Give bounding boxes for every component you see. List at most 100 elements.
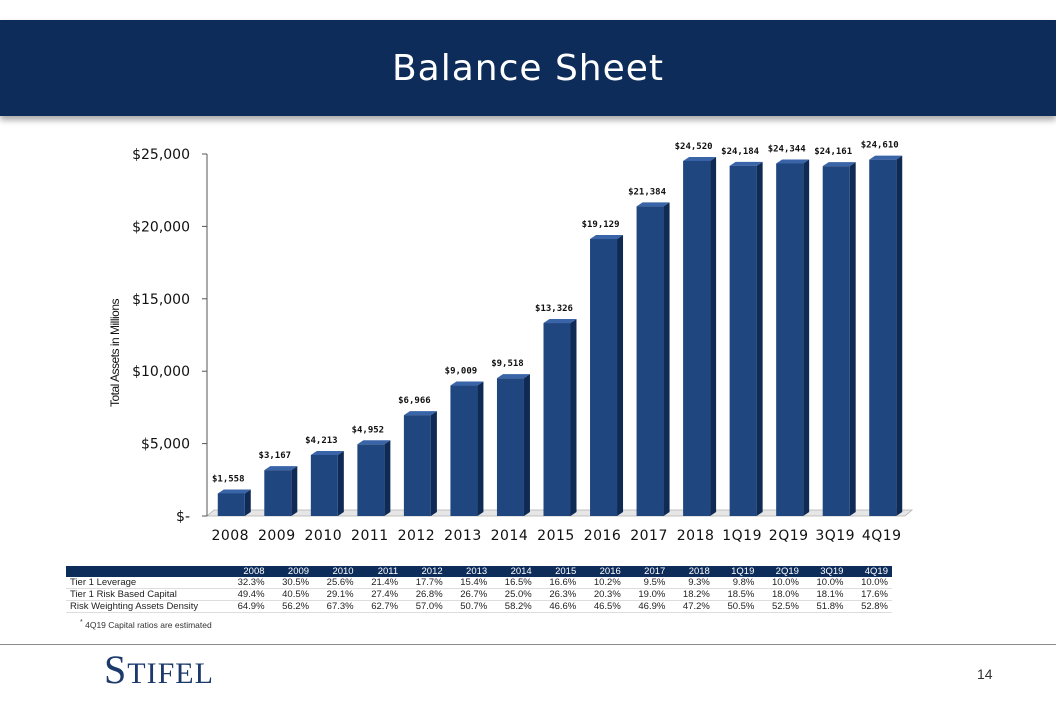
table-cell: 26.8% — [402, 588, 447, 601]
table-cell: 9.3% — [669, 577, 714, 589]
footnote: * 4Q19 Capital ratios are estimated — [80, 619, 212, 630]
table-cell: 18.0% — [758, 588, 803, 601]
table-header-cell: 4Q19 — [847, 566, 892, 577]
bar — [264, 470, 292, 516]
bar-top — [729, 161, 763, 166]
bar-top — [776, 159, 810, 164]
table-header-cell: 2014 — [491, 566, 536, 577]
bar-side — [291, 466, 298, 516]
bar-side — [896, 155, 903, 516]
data-label: $1,558 — [212, 474, 245, 484]
bar-top — [357, 440, 391, 445]
x-tick-label: 2017 — [630, 528, 668, 544]
y-tick-label: $10,000 — [132, 364, 190, 380]
table-cell: 26.3% — [535, 588, 581, 601]
table-row: Tier 1 Risk Based Capital 49.4% 40.5% 29.1%… — [66, 588, 892, 601]
table-cell: 18.2% — [669, 588, 714, 601]
data-label: $19,129 — [582, 220, 620, 230]
bar — [403, 415, 431, 516]
table-cell: 16.5% — [491, 577, 536, 589]
bar-top — [310, 450, 344, 455]
table-header-cell: 2018 — [669, 566, 714, 577]
table-cell: 46.6% — [535, 600, 581, 613]
table-cell: 50.5% — [713, 600, 759, 613]
bar-side — [570, 319, 577, 516]
table-cell: 46.9% — [624, 600, 670, 613]
table-cell: 50.7% — [446, 600, 492, 613]
table-cell: 52.8% — [847, 600, 892, 613]
data-label: $9,518 — [491, 359, 524, 369]
data-label: $9,009 — [445, 367, 478, 377]
bar-side — [244, 489, 251, 516]
stifel-logo: STIFEL — [104, 647, 214, 692]
x-tick-label: 2018 — [677, 528, 715, 544]
y-tick-label: $- — [176, 509, 190, 525]
table-cell: 57.0% — [402, 600, 447, 613]
table-header-cell: 3Q19 — [802, 566, 848, 577]
bar-top — [822, 162, 856, 167]
table-header-blank — [66, 566, 224, 577]
table-cell: 17.7% — [402, 577, 447, 589]
bar-side — [337, 450, 344, 516]
table-cell: 46.5% — [580, 600, 625, 613]
table-header-cell: 2015 — [535, 566, 581, 577]
data-label: $6,966 — [398, 396, 431, 406]
capital-ratios-table: 2008 2009 2010 2011 2012 2013 2014 2015 2016 2017… — [66, 566, 892, 613]
bar-side — [430, 411, 437, 516]
table-cell: 18.1% — [802, 588, 848, 601]
x-tick-label: 2016 — [584, 528, 622, 544]
table-cell: 19.0% — [624, 588, 670, 601]
table-row: Risk Weighting Assets Density 64.9% 56.2% 6… — [66, 600, 892, 613]
data-label: $21,384 — [628, 187, 667, 197]
y-tick-label: $25,000 — [132, 147, 190, 163]
table-header-cell: 1Q19 — [713, 566, 759, 577]
table-cell: 26.7% — [446, 588, 492, 601]
bar — [776, 163, 804, 516]
row-label: Tier 1 Leverage — [66, 577, 224, 589]
footnote-marker: * — [80, 619, 83, 626]
data-label: $24,161 — [814, 147, 852, 157]
y-tick-label: $20,000 — [132, 219, 190, 235]
row-label: Tier 1 Risk Based Capital — [66, 588, 224, 601]
page-number: 14 — [977, 666, 993, 682]
table-header-cell: 2012 — [402, 566, 447, 577]
table-cell: 21.4% — [357, 577, 403, 589]
bar — [590, 239, 618, 516]
bar — [357, 444, 385, 516]
title-banner: Balance Sheet — [0, 20, 1056, 116]
x-tick-label: 2012 — [398, 528, 436, 544]
table-cell: 51.8% — [802, 600, 848, 613]
table-cell: 9.8% — [713, 577, 759, 589]
x-tick-label: 2Q19 — [769, 528, 809, 544]
bar-top — [590, 235, 624, 240]
bar-side — [384, 440, 391, 516]
table-header-cell: 2009 — [268, 566, 314, 577]
x-tick-label: 2013 — [444, 528, 482, 544]
table-cell: 56.2% — [268, 600, 314, 613]
table-cell: 10.2% — [580, 577, 625, 589]
x-tick-label: 2008 — [211, 528, 249, 544]
table-header-row: 2008 2009 2010 2011 2012 2013 2014 2015 2016 2017… — [66, 566, 892, 577]
table-header-cell: 2017 — [624, 566, 670, 577]
table-header-cell: 2010 — [313, 566, 358, 577]
bar — [450, 385, 478, 516]
bar-side — [710, 156, 717, 517]
bar-side — [756, 161, 763, 516]
table-header-cell: 2016 — [580, 566, 625, 577]
table-cell: 29.1% — [313, 588, 358, 601]
data-label: $13,326 — [535, 304, 573, 314]
table-cell: 9.5% — [624, 577, 670, 589]
bar-top — [543, 319, 577, 324]
table-header-cell: 2011 — [357, 566, 403, 577]
table-cell: 52.5% — [758, 600, 803, 613]
slide-title: Balance Sheet — [391, 48, 665, 89]
table-cell: 47.2% — [669, 600, 714, 613]
table-cell: 64.9% — [224, 600, 269, 613]
table-cell: 17.6% — [847, 588, 892, 601]
bar — [729, 165, 757, 516]
y-axis-title: Total Assets in Millions — [108, 298, 122, 407]
data-label: $24,344 — [768, 144, 807, 154]
bar-side — [477, 381, 484, 516]
table-header-cell: 2013 — [446, 566, 492, 577]
footer-divider — [0, 644, 1056, 645]
